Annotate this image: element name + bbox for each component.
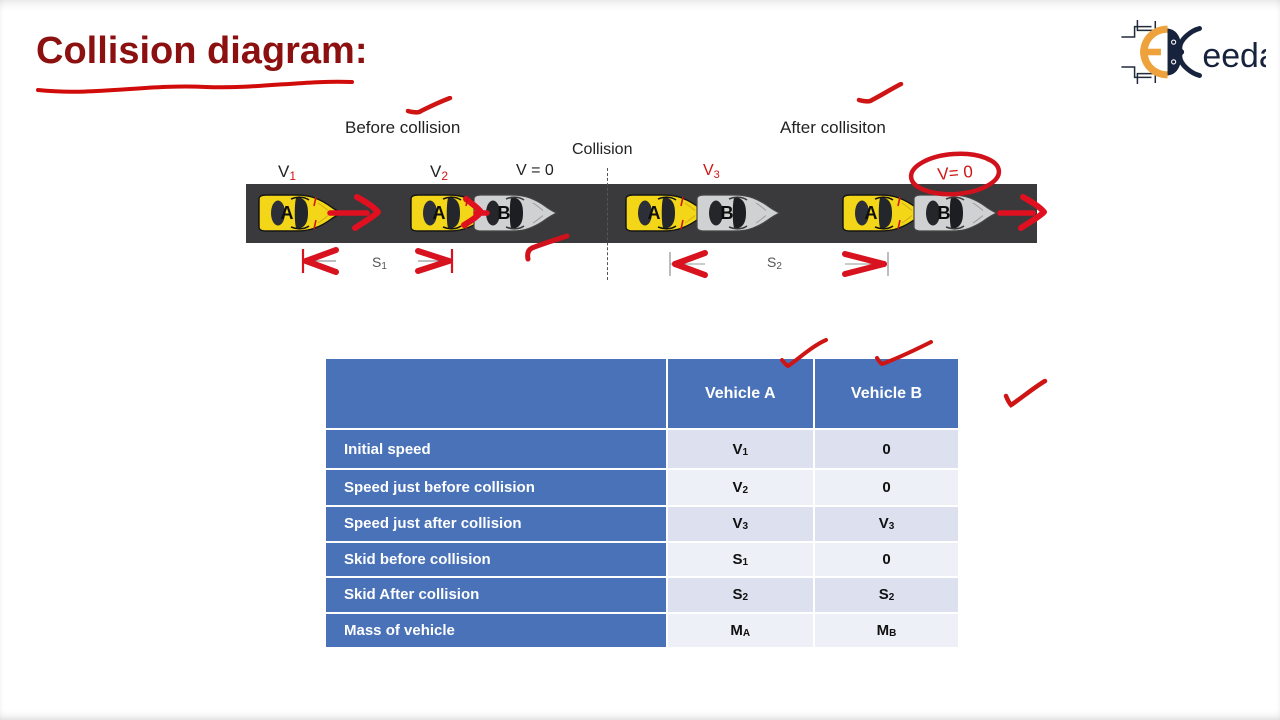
svg-text:V= 0: V= 0 [937,162,974,184]
svg-text:eeda: eeda [1202,37,1266,75]
